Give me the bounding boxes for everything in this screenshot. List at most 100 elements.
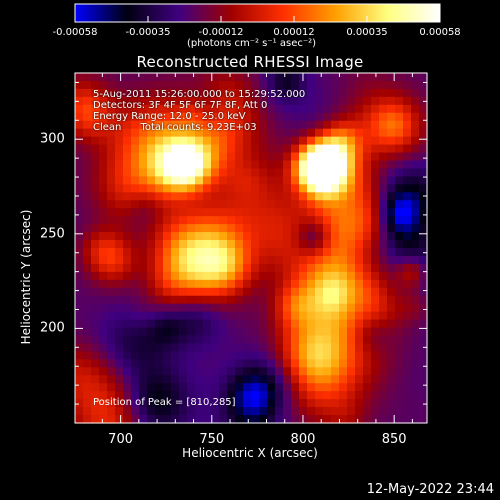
heatmap-cell: [139, 112, 148, 122]
heatmap-cell: [251, 271, 260, 281]
heatmap-cell: [91, 160, 100, 170]
heatmap-cell: [211, 80, 220, 90]
heatmap-cell: [83, 112, 92, 122]
heatmap-cell: [323, 327, 332, 337]
heatmap-cell: [187, 192, 196, 201]
heatmap-cell: [307, 120, 316, 130]
heatmap-cell: [83, 343, 92, 352]
heatmap-cell: [307, 319, 316, 329]
heatmap-cell: [403, 279, 412, 289]
heatmap-cell: [211, 73, 220, 82]
heatmap-cell: [267, 263, 276, 273]
heatmap-cell: [195, 279, 204, 289]
heatmap-cell: [75, 176, 84, 185]
heatmap-cell: [347, 271, 356, 281]
heatmap-cell: [99, 367, 108, 376]
heatmap-cell: [259, 224, 268, 233]
heatmap-cell: [347, 96, 356, 106]
heatmap-cell: [139, 287, 148, 297]
heatmap-cell: [195, 176, 204, 185]
heatmap-cell: [187, 216, 196, 225]
heatmap-cell: [419, 232, 428, 241]
heatmap-cell: [203, 112, 212, 122]
heatmap-cell: [107, 160, 116, 170]
heatmap-cell: [363, 73, 372, 82]
heatmap-cell: [259, 200, 268, 209]
heatmap-cell: [355, 359, 364, 368]
heatmap-cell: [91, 240, 100, 249]
heatmap-cell: [251, 136, 260, 146]
heatmap-cell: [387, 287, 396, 297]
heatmap-cell: [283, 407, 292, 416]
heatmap-cell: [347, 200, 356, 209]
heatmap-cell: [387, 248, 396, 257]
heatmap-cell: [107, 168, 116, 177]
heatmap-cell: [259, 248, 268, 257]
heatmap-cell: [395, 295, 404, 305]
heatmap-cell: [307, 208, 316, 217]
heatmap-cell: [275, 112, 284, 122]
heatmap-cell: [339, 208, 348, 217]
heatmap-cell: [211, 263, 220, 273]
heatmap-cell: [323, 271, 332, 281]
heatmap-cell: [315, 192, 324, 201]
heatmap-cell: [235, 327, 244, 337]
heatmap-cell: [115, 351, 124, 360]
heatmap-cell: [267, 255, 276, 265]
heatmap-cell: [275, 303, 284, 313]
heatmap-cell: [155, 73, 164, 82]
heatmap-cell: [371, 303, 380, 313]
colorbar: [74, 3, 441, 23]
heatmap-cell: [307, 295, 316, 305]
heatmap-cell: [227, 287, 236, 297]
heatmap-cell: [171, 279, 180, 289]
heatmap-cell: [243, 343, 252, 352]
heatmap-cell: [107, 216, 116, 225]
heatmap-cell: [131, 303, 140, 313]
heatmap-cell: [355, 224, 364, 233]
heatmap-cell: [283, 128, 292, 138]
heatmap-cell: [147, 136, 156, 146]
heatmap-cell: [259, 144, 268, 154]
heatmap-cell: [259, 295, 268, 305]
heatmap-cell: [371, 136, 380, 146]
heatmap-cell: [123, 263, 132, 273]
heatmap-cell: [235, 200, 244, 209]
heatmap-cell: [187, 295, 196, 305]
heatmap-cell: [131, 375, 140, 384]
heatmap-cell: [203, 88, 212, 98]
heatmap-cell: [315, 255, 324, 265]
heatmap-cell: [259, 216, 268, 225]
heatmap-cell: [355, 73, 364, 82]
heatmap-cell: [147, 192, 156, 201]
heatmap-cell: [99, 399, 108, 408]
heatmap-cell: [363, 176, 372, 185]
heatmap-cell: [307, 375, 316, 384]
heatmap-cell: [323, 255, 332, 265]
heatmap-cell: [347, 303, 356, 313]
heatmap-cell: [379, 271, 388, 281]
heatmap-cell: [315, 160, 324, 170]
heatmap-cell: [331, 383, 340, 392]
heatmap-cell: [387, 319, 396, 329]
heatmap-cell: [291, 104, 300, 114]
heatmap-cell: [299, 303, 308, 313]
heatmap-cell: [115, 407, 124, 416]
heatmap-cell: [211, 216, 220, 225]
heatmap-cell: [75, 351, 84, 360]
heatmap-cell: [403, 311, 412, 321]
heatmap-cell: [171, 383, 180, 392]
heatmap-cell: [195, 200, 204, 209]
heatmap-cell: [115, 80, 124, 90]
heatmap-cell: [219, 319, 228, 329]
heatmap-cell: [355, 240, 364, 249]
heatmap-cell: [243, 184, 252, 193]
heatmap-cell: [163, 224, 172, 233]
heatmap-cell: [339, 152, 348, 162]
heatmap-cell: [115, 232, 124, 241]
heatmap-cell: [187, 104, 196, 114]
heatmap-cell: [323, 415, 332, 424]
heatmap-cell: [259, 232, 268, 241]
heatmap-cell: [331, 80, 340, 90]
plot-frame: [74, 72, 428, 424]
